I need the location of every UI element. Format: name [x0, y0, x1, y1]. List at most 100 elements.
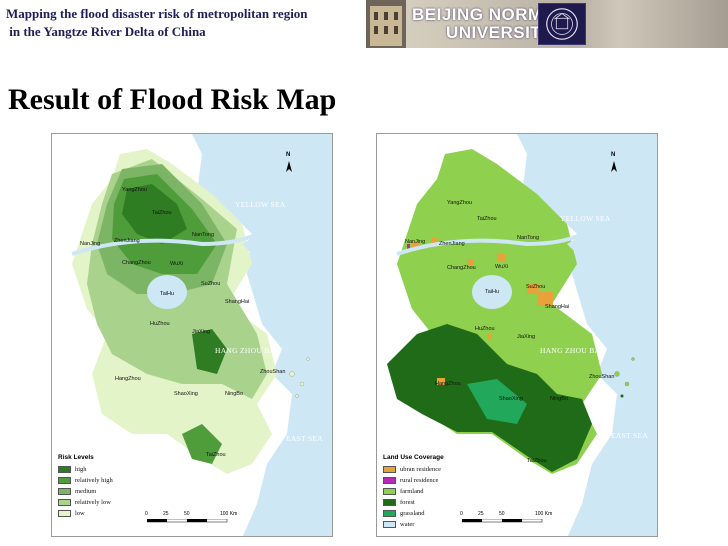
- land-use-map: N YELLOW SEA HANG ZHOU BAY EAST SEA Yang…: [376, 133, 658, 537]
- university-name: BEIJING NORMAL UNIVERSITY: [412, 6, 566, 42]
- legend-item: ubran residence: [383, 464, 444, 475]
- city-label: YangZhou: [447, 200, 472, 206]
- legend-swatch: [58, 488, 71, 495]
- city-label: NanJing: [80, 241, 101, 247]
- legend-item: water: [383, 519, 444, 530]
- building-icon: [366, 0, 406, 48]
- legend-swatch: [58, 466, 71, 473]
- legend-item: high: [58, 464, 113, 475]
- city-label: JiaXing: [517, 334, 536, 340]
- legend-item: relatively low: [58, 497, 113, 508]
- city-label: TaiHu: [160, 291, 175, 297]
- north-arrow-label: N: [611, 152, 616, 158]
- legend-swatch: [383, 488, 396, 495]
- city-label: HuZhou: [475, 326, 495, 332]
- university-name-line1: BEIJING NORMAL: [412, 5, 567, 24]
- legend-swatch: [58, 477, 71, 484]
- city-label: TaiZhou: [152, 210, 172, 216]
- legend-label: medium: [75, 488, 97, 495]
- city-label: ZhouShan: [260, 369, 286, 375]
- legend-swatch: [383, 477, 396, 484]
- scale-label: 100 Km: [535, 511, 553, 517]
- legend-item: farmland: [383, 486, 444, 497]
- legend-item: rural residence: [383, 475, 444, 486]
- legend-item: low: [58, 508, 113, 519]
- flood-risk-map: N YELLOW SEA HANG ZHOU BAY EAST SEA Yang…: [51, 133, 333, 537]
- city-label: NingBo: [225, 391, 244, 397]
- presentation-title-line2: in the Yangtze River Delta of China: [6, 24, 206, 39]
- legend-swatch: [58, 499, 71, 506]
- scale-label: 50: [184, 511, 190, 517]
- legend-label: ubran residence: [400, 466, 441, 473]
- city-label: TaiZhou: [477, 216, 497, 222]
- city-label: NanTong: [517, 235, 540, 241]
- land-use-legend: Land Use Coverage ubran residence rural …: [380, 452, 447, 532]
- legend-swatch: [58, 510, 71, 517]
- hang-zhou-bay-label: HANG ZHOU BAY: [540, 346, 606, 355]
- legend-label: forest: [400, 499, 415, 506]
- risk-legend: Risk Levels high relatively high medium …: [55, 452, 116, 521]
- city-label: HuZhou: [150, 321, 170, 327]
- legend-label: farmland: [400, 488, 424, 495]
- legend-swatch: [383, 510, 396, 517]
- east-sea-label: EAST SEA: [286, 434, 324, 443]
- city-label: ChangZhou: [447, 265, 476, 271]
- city-label: SuZhou: [201, 281, 221, 287]
- city-label: ChangZhou: [122, 260, 151, 266]
- university-seal-icon: [538, 3, 586, 45]
- city-label: NanJing: [405, 239, 426, 245]
- legend-item: relatively high: [58, 475, 113, 486]
- city-label: HangZhou: [435, 381, 461, 387]
- city-label: WuXi: [170, 261, 184, 267]
- scale-label: 0: [460, 511, 463, 517]
- city-label: ShangHai: [545, 304, 570, 310]
- city-label: HangZhou: [115, 376, 141, 382]
- city-label: ZhenJiang: [114, 238, 140, 244]
- yellow-sea-label: YELLOW SEA: [235, 200, 286, 209]
- city-label: YangZhou: [122, 187, 147, 193]
- city-label: WuXi: [495, 264, 509, 270]
- scale-bar: [147, 519, 228, 523]
- city-label: ZhenJiang: [439, 241, 465, 247]
- flood-risk-map-graphic: [52, 134, 332, 536]
- scale-label: 100 Km: [220, 511, 238, 517]
- city-label: NanTong: [192, 232, 215, 238]
- legend-title: Risk Levels: [58, 454, 94, 461]
- north-arrow-label: N: [286, 152, 291, 158]
- city-label: TaiHu: [485, 289, 500, 295]
- legend-label: high: [75, 466, 87, 473]
- university-name-line2: UNIVERSITY: [446, 23, 554, 42]
- scale-label: 25: [478, 511, 484, 517]
- city-label: ShaoXing: [499, 396, 523, 402]
- scale-label: 0: [145, 511, 148, 517]
- scale-bar: [462, 519, 543, 523]
- city-label: NingBo: [550, 396, 569, 402]
- scale-label: 50: [499, 511, 505, 517]
- city-label: TaiZhou: [206, 452, 226, 458]
- city-label: TaiZhou: [527, 458, 547, 464]
- legend-label: rural residence: [400, 477, 439, 484]
- legend-swatch: [383, 499, 396, 506]
- city-label: ShangHai: [225, 299, 250, 305]
- east-sea-label: EAST SEA: [611, 431, 649, 440]
- hang-zhou-bay-label: HANG ZHOU BAY: [215, 346, 281, 355]
- yellow-sea-label: YELLOW SEA: [560, 214, 611, 223]
- scale-label: 25: [163, 511, 169, 517]
- legend-label: grassland: [400, 510, 425, 517]
- legend-item: grassland: [383, 508, 444, 519]
- legend-swatch: [383, 466, 396, 473]
- legend-item: medium: [58, 486, 113, 497]
- legend-label: water: [400, 521, 415, 528]
- city-label: JiaXing: [192, 329, 211, 335]
- legend-label: relatively low: [75, 499, 111, 506]
- city-label: ShaoXing: [174, 391, 198, 397]
- presentation-title-line1: Mapping the flood disaster risk of metro…: [6, 6, 308, 21]
- presentation-title: Mapping the flood disaster risk of metro…: [6, 5, 362, 41]
- city-label: SuZhou: [526, 284, 546, 290]
- legend-label: low: [75, 510, 85, 517]
- slide-title: Result of Flood Risk Map: [8, 83, 337, 116]
- legend-label: relatively high: [75, 477, 113, 484]
- slide-header: Mapping the flood disaster risk of metro…: [0, 0, 728, 48]
- legend-title: Land Use Coverage: [383, 454, 444, 461]
- city-label: ZhouShan: [589, 374, 615, 380]
